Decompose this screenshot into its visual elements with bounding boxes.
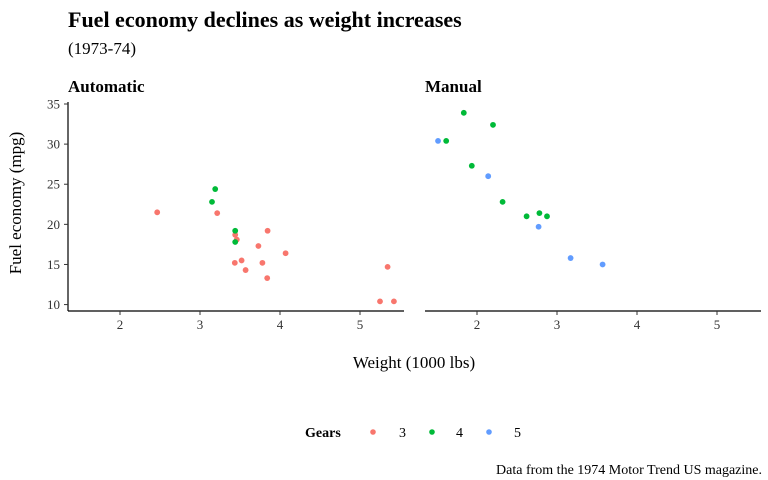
- data-point-automatic-gear-3: [214, 210, 221, 217]
- data-point-automatic-gear-3: [232, 231, 239, 238]
- x-tick-label: 3: [554, 317, 561, 332]
- data-point-manual-gear-4: [536, 210, 543, 217]
- data-point-automatic-gear-3: [264, 227, 271, 234]
- x-tick-label: 2: [474, 317, 481, 332]
- y-tick-label: 15: [47, 257, 60, 272]
- y-tick-label: 20: [47, 217, 60, 232]
- data-point-automatic-gear-4: [212, 186, 219, 192]
- data-point-automatic-gear-3: [282, 250, 289, 257]
- facet-label-manual: Manual: [425, 77, 482, 96]
- legend-key-4: [429, 429, 435, 435]
- data-point-automatic-gear-3: [391, 298, 397, 305]
- data-point-automatic-gear-3: [259, 259, 266, 266]
- y-axis-title: Fuel economy (mpg): [6, 132, 25, 275]
- facet-label-automatic: Automatic: [68, 77, 145, 96]
- x-tick-label: 5: [714, 317, 721, 332]
- data-point-manual-gear-4: [490, 121, 496, 128]
- data-point-automatic-gear-3: [154, 209, 161, 216]
- x-tick-label: 2: [117, 317, 124, 332]
- legend-key-3: [370, 429, 376, 435]
- y-tick-label: 10: [47, 297, 60, 312]
- legend: Gears 3 4 5: [305, 426, 521, 441]
- data-point-automatic-gear-3: [255, 243, 262, 249]
- data-point-manual-gear-4: [523, 213, 530, 220]
- data-point-automatic-gear-4: [232, 239, 239, 245]
- data-point-manual-gear-5: [435, 138, 441, 144]
- data-point-manual-gear-4: [443, 138, 450, 144]
- data-point-automatic-gear-3: [377, 298, 383, 305]
- legend-label-4: 4: [456, 426, 463, 441]
- data-point-manual-gear-5: [485, 173, 492, 180]
- x-tick-label: 4: [277, 317, 284, 332]
- data-point-manual-gear-4: [544, 213, 550, 220]
- data-point-manual-gear-4: [460, 109, 467, 116]
- legend-label-5: 5: [514, 426, 521, 441]
- plot-panels: 2 3 4 5 10 15 20 25 30 35 2 3 4 5: [47, 97, 761, 332]
- data-point-manual-gear-4: [499, 198, 506, 205]
- data-point-automatic-gear-3: [231, 259, 238, 266]
- data-point-automatic-gear-4: [209, 198, 215, 205]
- data-point-automatic-gear-3: [384, 263, 391, 270]
- y-tick-label: 30: [47, 137, 60, 152]
- legend-label-3: 3: [399, 426, 406, 441]
- legend-title: Gears: [305, 426, 341, 441]
- data-point-manual-gear-5: [567, 255, 574, 261]
- x-tick-label: 3: [197, 317, 204, 332]
- caption: Data from the 1974 Motor Trend US magazi…: [496, 463, 762, 478]
- data-point-automatic-gear-3: [242, 267, 249, 273]
- y-tick-label: 25: [47, 177, 60, 192]
- data-point-manual-gear-4: [468, 162, 475, 169]
- data-point-manual-gear-5: [535, 223, 542, 230]
- legend-key-5: [486, 429, 492, 435]
- x-tick-label: 4: [634, 317, 641, 332]
- chart-title: Fuel economy declines as weight increase…: [68, 7, 462, 32]
- chart-subtitle: (1973-74): [68, 39, 136, 58]
- y-tick-label: 35: [47, 97, 60, 112]
- data-point-automatic-gear-3: [238, 257, 245, 264]
- data-point-automatic-gear-3: [264, 275, 271, 282]
- x-tick-label: 5: [357, 317, 364, 332]
- data-point-manual-gear-5: [599, 261, 606, 268]
- data-point-automatic-gear-4: [232, 227, 239, 234]
- x-axis-title: Weight (1000 lbs): [353, 353, 475, 372]
